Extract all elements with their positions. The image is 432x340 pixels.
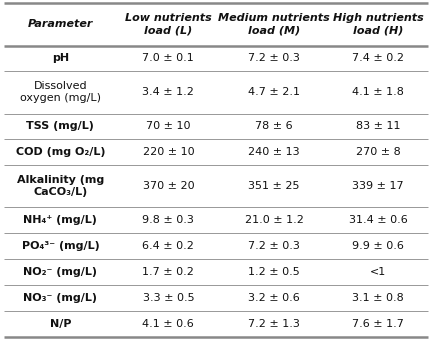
Text: Alkalinity (mg
CaCO₃/L): Alkalinity (mg CaCO₃/L) <box>17 175 104 197</box>
Text: 4.1 ± 1.8: 4.1 ± 1.8 <box>352 87 404 98</box>
Text: N/P: N/P <box>50 319 71 329</box>
Text: 351 ± 25: 351 ± 25 <box>248 181 300 191</box>
Text: 78 ± 6: 78 ± 6 <box>255 121 293 132</box>
Text: 1.2 ± 0.5: 1.2 ± 0.5 <box>248 267 300 277</box>
Text: 7.4 ± 0.2: 7.4 ± 0.2 <box>352 53 404 64</box>
Text: 6.4 ± 0.2: 6.4 ± 0.2 <box>143 241 194 251</box>
Text: 4.1 ± 0.6: 4.1 ± 0.6 <box>143 319 194 329</box>
Text: NO₂⁻ (mg/L): NO₂⁻ (mg/L) <box>23 267 97 277</box>
Text: 7.0 ± 0.1: 7.0 ± 0.1 <box>143 53 194 64</box>
Text: 83 ± 11: 83 ± 11 <box>356 121 400 132</box>
Text: PO₄³⁻ (mg/L): PO₄³⁻ (mg/L) <box>22 241 99 251</box>
Text: TSS (mg/L): TSS (mg/L) <box>26 121 94 132</box>
Text: 7.2 ± 0.3: 7.2 ± 0.3 <box>248 53 300 64</box>
Text: COD (mg O₂/L): COD (mg O₂/L) <box>16 147 105 157</box>
Text: 70 ± 10: 70 ± 10 <box>146 121 191 132</box>
Text: 3.3 ± 0.5: 3.3 ± 0.5 <box>143 293 194 303</box>
Text: 339 ± 17: 339 ± 17 <box>352 181 404 191</box>
Text: 3.1 ± 0.8: 3.1 ± 0.8 <box>352 293 404 303</box>
Text: Low nutrients
load (L): Low nutrients load (L) <box>125 14 212 35</box>
Text: 240 ± 13: 240 ± 13 <box>248 147 300 157</box>
Text: 4.7 ± 2.1: 4.7 ± 2.1 <box>248 87 300 98</box>
Text: 7.2 ± 1.3: 7.2 ± 1.3 <box>248 319 300 329</box>
Text: 220 ± 10: 220 ± 10 <box>143 147 194 157</box>
Text: 7.2 ± 0.3: 7.2 ± 0.3 <box>248 241 300 251</box>
Text: 3.4 ± 1.2: 3.4 ± 1.2 <box>143 87 194 98</box>
Text: 21.0 ± 1.2: 21.0 ± 1.2 <box>245 215 304 225</box>
Text: NO₃⁻ (mg/L): NO₃⁻ (mg/L) <box>23 293 97 303</box>
Text: Dissolved
oxygen (mg/L): Dissolved oxygen (mg/L) <box>20 82 101 103</box>
Text: Medium nutrients
load (M): Medium nutrients load (M) <box>218 14 330 35</box>
Text: Parameter: Parameter <box>28 19 93 30</box>
Text: 1.7 ± 0.2: 1.7 ± 0.2 <box>143 267 194 277</box>
Text: pH: pH <box>52 53 69 64</box>
Text: High nutrients
load (H): High nutrients load (H) <box>333 14 423 35</box>
Text: 7.6 ± 1.7: 7.6 ± 1.7 <box>352 319 404 329</box>
Text: 270 ± 8: 270 ± 8 <box>356 147 400 157</box>
Text: NH₄⁺ (mg/L): NH₄⁺ (mg/L) <box>23 215 97 225</box>
Text: <1: <1 <box>370 267 386 277</box>
Text: 9.8 ± 0.3: 9.8 ± 0.3 <box>143 215 194 225</box>
Text: 31.4 ± 0.6: 31.4 ± 0.6 <box>349 215 407 225</box>
Text: 9.9 ± 0.6: 9.9 ± 0.6 <box>352 241 404 251</box>
Text: 3.2 ± 0.6: 3.2 ± 0.6 <box>248 293 300 303</box>
Text: 370 ± 20: 370 ± 20 <box>143 181 194 191</box>
